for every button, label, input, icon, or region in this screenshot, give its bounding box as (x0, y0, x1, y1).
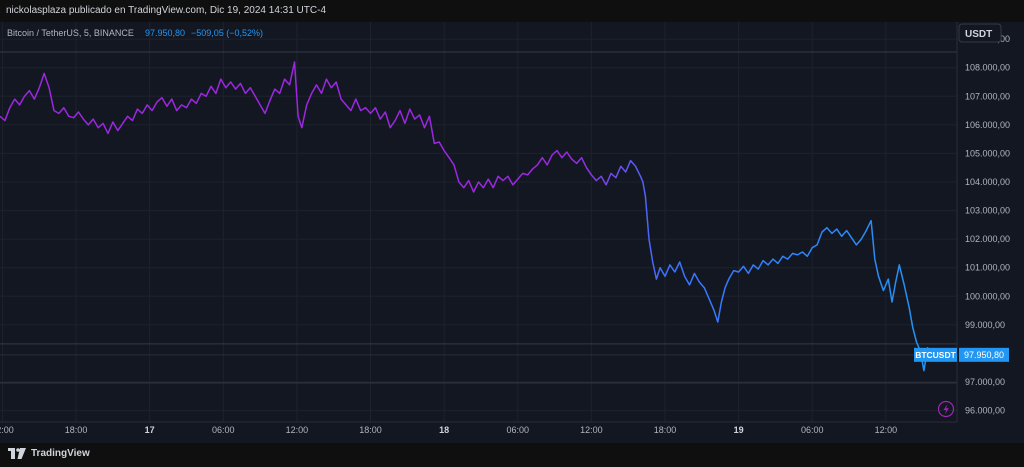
price-chart[interactable]: 109.000,00108.000,00107.000,00106.000,00… (0, 22, 1024, 443)
plot-background (0, 22, 1024, 443)
series-layer (0, 51, 957, 384)
price-line-series (0, 61, 932, 372)
time-tick-label: 06:00 (506, 425, 529, 435)
currency-button[interactable]: USDT (958, 23, 1002, 43)
price-tick-label: 100.000,00 (965, 291, 1010, 301)
legend: Bitcoin / TetherUS, 5, BINANCE 97.950,80… (7, 28, 263, 38)
time-tick-label: 18 (439, 425, 449, 435)
time-tick-label: 18:00 (654, 425, 677, 435)
brand-text: TradingView (31, 448, 90, 459)
symbol-badge-label: BTCUSDT (915, 350, 956, 360)
price-tick-label: 104.000,00 (965, 177, 1010, 187)
symbol-badge (914, 347, 957, 362)
price-tick-label: 105.000,00 (965, 148, 1010, 158)
price-tick-label: 107.000,00 (965, 91, 1010, 101)
attribution-bar: nickolasplaza publicado en TradingView.c… (0, 0, 1024, 22)
legend-symbol: Bitcoin / TetherUS, 5, BINANCE (7, 28, 134, 38)
attribution-text: nickolasplaza publicado en TradingView.c… (6, 5, 326, 16)
legend-last-price: 97.950,80 (145, 28, 185, 38)
price-tick-label: 101.000,00 (965, 263, 1010, 273)
time-tick-label: 18:00 (65, 425, 88, 435)
price-tick-label: 96.000,00 (965, 406, 1005, 416)
price-tick-label: 106.000,00 (965, 120, 1010, 130)
lightning-button[interactable] (937, 400, 955, 418)
lightning-icon (943, 404, 949, 415)
time-axis[interactable]: 12:00 18:00 17 06:00 12:00 18:00 18 06:00 12:00 1… (0, 425, 897, 435)
price-tick-label: 102.000,00 (965, 234, 1010, 244)
last-price-value-label: 97.950,80 (964, 350, 1004, 360)
time-tick-label: 18:00 (359, 425, 382, 435)
brand-bar: TradingView (0, 443, 1024, 467)
price-tick-label: 99.000,00 (965, 320, 1005, 330)
tradingview-brand[interactable]: TradingView (8, 448, 90, 459)
time-tick-label: 17 (145, 425, 155, 435)
currency-button-label: USDT (965, 29, 992, 40)
last-price-value-badge (959, 347, 1009, 362)
legend-change: −509,05 (−0,52%) (191, 28, 263, 38)
time-tick-label: 19 (734, 425, 744, 435)
tradingview-logo-icon (8, 448, 26, 459)
time-tick-label: 06:00 (801, 425, 824, 435)
time-tick-label: 12:00 (875, 425, 898, 435)
time-tick-label: 12:00 (0, 425, 14, 435)
time-tick-label: 12:00 (286, 425, 309, 435)
price-tick-label: 97.000,00 (965, 377, 1005, 387)
price-tick-label: 103.000,00 (965, 206, 1010, 216)
last-price-badge: BTCUSDT 97.950,80 (914, 347, 1009, 362)
price-tick-label: 108.000,00 (965, 63, 1010, 73)
time-tick-label: 06:00 (212, 425, 235, 435)
time-tick-label: 12:00 (580, 425, 603, 435)
